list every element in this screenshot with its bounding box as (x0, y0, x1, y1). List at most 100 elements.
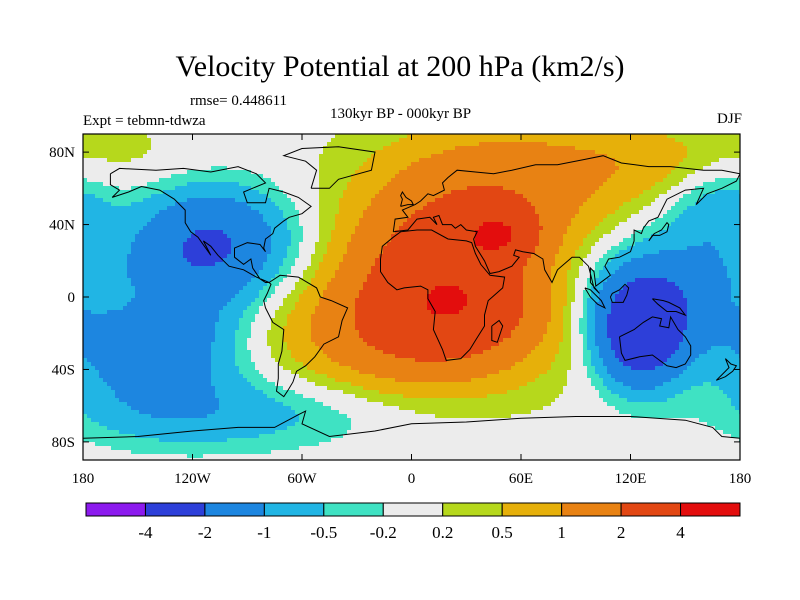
field-cell (155, 170, 160, 175)
field-cell (263, 246, 268, 251)
field-cell (239, 278, 244, 283)
field-cell (279, 250, 284, 255)
field-cell (179, 290, 184, 295)
field-cell (111, 266, 116, 271)
field-cell (139, 262, 144, 267)
field-cell (127, 218, 132, 223)
field-cell (287, 254, 292, 259)
field-cell (255, 430, 260, 435)
field-cell (195, 186, 200, 191)
field-cell (307, 218, 312, 223)
field-cell (107, 258, 112, 263)
field-cell (323, 158, 328, 163)
field-cell (167, 342, 172, 347)
field-cell (91, 138, 96, 143)
field-cell (259, 238, 264, 243)
field-cell (187, 162, 192, 167)
field-cell (95, 282, 100, 287)
field-cell (107, 426, 112, 431)
field-cell (91, 262, 96, 267)
field-cell (191, 426, 196, 431)
field-cell (83, 330, 88, 335)
field-cell (107, 398, 112, 403)
field-cell (267, 326, 272, 331)
field-cell (231, 366, 236, 371)
field-cell (99, 150, 104, 155)
field-cell (127, 318, 132, 323)
field-cell (95, 294, 100, 299)
field-cell (87, 198, 92, 203)
field-cell (147, 194, 152, 199)
field-cell (227, 266, 232, 271)
field-cell (143, 382, 148, 387)
field-cell (295, 442, 300, 447)
field-cell (119, 170, 124, 175)
field-cell (207, 158, 212, 163)
field-cell (247, 346, 252, 351)
field-cell (191, 430, 196, 435)
field-cell (271, 306, 276, 311)
field-cell (307, 286, 312, 291)
field-cell (151, 386, 156, 391)
field-cell (103, 194, 108, 199)
field-cell (275, 222, 280, 227)
field-cell (171, 294, 176, 299)
field-cell (323, 238, 328, 243)
field-cell (187, 214, 192, 219)
field-cell (251, 182, 256, 187)
field-cell (323, 330, 328, 335)
field-cell (123, 278, 128, 283)
field-cell (311, 382, 316, 387)
field-cell (151, 346, 156, 351)
field-cell (139, 458, 144, 460)
field-cell (315, 374, 320, 379)
field-cell (119, 190, 124, 195)
field-cell (123, 302, 128, 307)
field-cell (207, 322, 212, 327)
field-cell (103, 362, 108, 367)
field-cell (91, 342, 96, 347)
field-cell (223, 166, 228, 171)
field-cell (187, 250, 192, 255)
field-cell (235, 250, 240, 255)
field-cell (231, 238, 236, 243)
field-cell (227, 390, 232, 395)
field-cell (207, 290, 212, 295)
field-cell (151, 194, 156, 199)
field-cell (151, 374, 156, 379)
field-cell (235, 262, 240, 267)
field-cell (255, 422, 260, 427)
field-cell (231, 322, 236, 327)
field-cell (99, 206, 104, 211)
field-cell (211, 266, 216, 271)
field-cell (99, 198, 104, 203)
field-cell (275, 146, 280, 151)
field-cell (139, 182, 144, 187)
field-cell (103, 366, 108, 371)
field-cell (211, 298, 216, 303)
field-cell (207, 146, 212, 151)
field-cell (251, 282, 256, 287)
field-cell (199, 430, 204, 435)
field-cell (315, 278, 320, 283)
field-cell (275, 254, 280, 259)
field-cell (251, 142, 256, 147)
field-cell (191, 218, 196, 223)
field-cell (211, 274, 216, 279)
field-cell (123, 294, 128, 299)
field-cell (223, 298, 228, 303)
field-cell (103, 242, 108, 247)
field-cell (83, 418, 88, 423)
field-cell (127, 222, 132, 227)
field-cell (259, 370, 264, 375)
field-cell (167, 394, 172, 399)
field-cell (99, 318, 104, 323)
field-cell (163, 390, 168, 395)
field-cell (127, 158, 132, 163)
field-cell (115, 302, 120, 307)
field-cell (163, 250, 168, 255)
field-cell (267, 138, 272, 143)
field-cell (191, 238, 196, 243)
field-cell (175, 314, 180, 319)
field-cell (291, 398, 296, 403)
